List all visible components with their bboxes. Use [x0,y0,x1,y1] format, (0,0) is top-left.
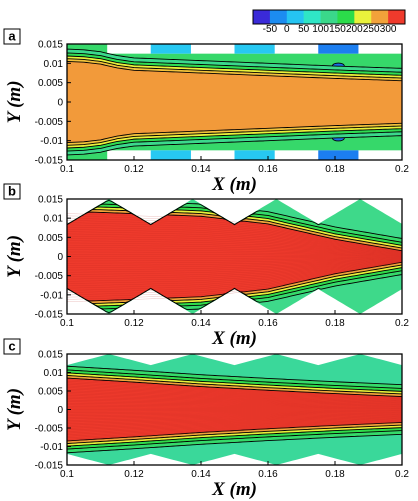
y-tick-label: 0.01 [44,368,64,379]
colorbar-tick-label: 250 [363,24,380,35]
core-texture [67,379,402,442]
colorbar-frame [252,9,406,25]
wall-block-top [234,44,275,54]
colorbar-tick-label: -50 [263,24,278,35]
y-tick-label: -0.005 [35,117,64,128]
x-tick-label: 0.14 [191,164,211,175]
x-tick-label: 0.12 [124,469,144,480]
y-tick-label: -0.005 [35,424,64,435]
contour-field [67,354,402,465]
x-tick-label: 0.18 [325,164,345,175]
y-tick-label: 0.005 [38,78,63,89]
colorbar-swatch [371,10,389,24]
y-tick-label: 0.005 [38,387,63,398]
wall-block-bottom [67,150,108,160]
y-tick-label: 0.01 [44,59,64,70]
panel-a: 0.1 0.12 0.14 0.16 0.18 0.2 0.015 0.01 0.005 0 -0.… [3,28,409,195]
core-texture [67,213,402,302]
y-tick-label: 0 [57,98,63,109]
y-tick-label: -0.01 [40,136,63,147]
x-tick-label: 0.2 [395,164,409,175]
y-tick-label: -0.005 [35,271,64,282]
jet-core [67,377,402,442]
x-tick-label: 0.16 [258,164,278,175]
wall-block-bottom [318,150,359,160]
y-tick-label: 0.015 [38,350,63,361]
colorbar-tick-label: 100 [312,24,329,35]
svg-text:a: a [8,29,16,44]
y-tick-label: 0 [57,405,63,416]
y-tick-label: 0.01 [44,214,64,225]
y-axis-label: Y (m) [4,235,25,278]
wall-block-bottom [150,150,191,160]
colorbar-legend: -50 0 50 100 150 200 250 300 [252,9,406,35]
y-tick-label: 0.015 [38,40,63,51]
panel-label: a [3,28,21,45]
colorbar-swatch [269,10,288,24]
colorbar-tick-label: 150 [329,24,346,35]
y-tick-label: -0.015 [35,461,64,472]
svg-text:c: c [8,339,15,354]
contour-field [67,44,402,160]
y-axis-label: Y (m) [4,388,25,431]
x-tick-label: 0.12 [124,318,144,329]
colorbar-tick-label: 200 [346,24,363,35]
x-tick-label: 0.12 [124,164,144,175]
x-tick-label: 0.14 [191,469,211,480]
colorbar-tick-label: 50 [298,24,310,35]
colorbar-swatch [337,10,355,24]
x-tick-label: 0.18 [325,318,345,329]
colorbar-swatch [253,10,271,24]
x-tick-label: 0.14 [191,318,211,329]
x-tick-label: 0.1 [60,469,74,480]
colorbar-swatch [303,10,321,24]
panel-c: 0.1 0.12 0.14 0.16 0.18 0.2 0.015 0.01 0.005 0 -0.… [3,338,409,500]
colorbar-tick-label: 0 [284,24,290,35]
x-tick-label: 0.16 [258,318,278,329]
wall-block-bottom [234,150,275,160]
panel-b: 0.1 0.12 0.14 0.16 0.18 0.2 0.015 0.01 0.005 0 -0.… [3,183,409,349]
y-tick-label: -0.01 [40,442,63,453]
x-tick-label: 0.18 [325,469,345,480]
y-tick-label: -0.015 [35,310,64,321]
x-tick-label: 0.2 [395,469,409,480]
jet-core [67,211,402,302]
y-tick-label: -0.015 [35,156,64,167]
wall-block-top [67,44,108,54]
colorbar-swatch [388,10,406,24]
colorbar-swatch [354,10,372,24]
colorbar-swatch [320,10,338,24]
x-tick-label: 0.2 [395,318,409,329]
x-tick-label: 0.16 [258,469,278,480]
colorbar-swatch [286,10,304,24]
y-tick-label: 0.015 [38,195,63,206]
y-tick-label: 0 [57,252,63,263]
x-axis-label: X (m) [211,328,257,349]
panel-label: b [3,183,21,200]
y-tick-label: -0.01 [40,290,63,301]
panel-label: c [3,338,21,355]
x-tick-label: 0.1 [60,164,74,175]
y-axis-label: Y (m) [4,80,25,123]
wall-block-top [150,44,191,54]
colorbar-tick-label: 300 [380,24,397,35]
wall-block-top [318,44,359,54]
contour-field [67,199,402,314]
x-axis-label: X (m) [211,174,257,195]
y-tick-label: 0.005 [38,233,63,244]
x-axis-label: X (m) [211,479,257,500]
svg-text:b: b [8,184,16,199]
jet-core [67,60,402,144]
x-tick-label: 0.1 [60,318,74,329]
